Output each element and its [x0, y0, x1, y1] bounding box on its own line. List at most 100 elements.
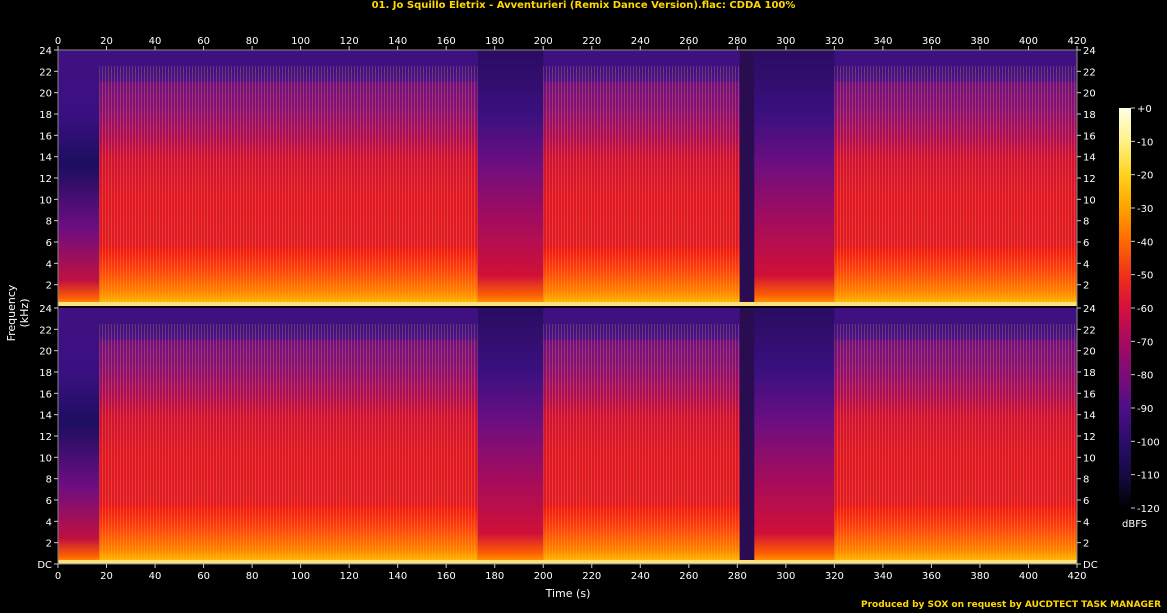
y-tick-label-left: 18	[39, 368, 52, 379]
x-tick-label-top: 400	[1019, 36, 1038, 47]
y-axis-label: Frequency (kHz)	[5, 284, 31, 342]
channel-2-spectrogram	[58, 308, 1077, 564]
y-tick-label-left: 8	[46, 217, 52, 228]
x-tick-label-bottom: 200	[534, 571, 553, 582]
spectrogram-section-6	[754, 308, 835, 564]
spectrogram-section-0	[58, 308, 100, 564]
y-tick-label-left: 2	[46, 281, 52, 292]
y-tick-label-left: 16	[39, 389, 52, 400]
y-tick-label-left: 6	[46, 496, 52, 507]
x-tick-label-top: 300	[776, 36, 795, 47]
y-tick-label-left: 14	[39, 153, 52, 164]
x-tick-label-top: 420	[1067, 36, 1086, 47]
credit-text: Produced by SOX on request by AUCDTECT T…	[861, 600, 1161, 610]
x-tick-label-bottom: 60	[197, 571, 210, 582]
y-tick-label-left: 22	[39, 325, 52, 336]
y-tick-label-left: 24	[39, 304, 52, 315]
y-tick-label-left: 6	[46, 238, 52, 249]
x-tick-label-top: 180	[485, 36, 504, 47]
x-tick-label-top: 20	[100, 36, 113, 47]
colorbar-tick-label: -100	[1137, 437, 1160, 448]
y-tick-label-right: 20	[1083, 89, 1096, 100]
x-tick-label-bottom: 400	[1019, 571, 1038, 582]
y-tick-label-left: DC	[37, 560, 52, 571]
x-tick-label-bottom: 0	[55, 571, 61, 582]
colorbar-tick-label: -80	[1137, 371, 1153, 382]
y-tick-label-right: 24	[1083, 304, 1096, 315]
y-tick-label-left: 18	[39, 110, 52, 121]
x-tick-label-bottom: 280	[728, 571, 747, 582]
colorbar-tick-label: +0	[1137, 104, 1152, 115]
dc-band	[58, 302, 1077, 306]
y-tick-label-left: 4	[46, 517, 52, 528]
spectrogram-section-6	[754, 50, 835, 306]
colorbar-tick-label: -120	[1137, 504, 1160, 515]
spectrogram-section-3	[477, 308, 544, 564]
y-tick-label-right: 12	[1083, 174, 1096, 185]
colorbar-unit-label: dBFS	[1122, 519, 1148, 530]
colorbar-tick-label: -40	[1137, 237, 1153, 248]
spectrogram-section-0	[58, 50, 100, 306]
y-tick-label-right: 14	[1083, 153, 1096, 164]
x-tick-label-top: 120	[340, 36, 359, 47]
y-tick-label-right: 22	[1083, 67, 1096, 78]
x-tick-label-top: 0	[55, 36, 61, 47]
x-tick-label-bottom: 80	[246, 571, 259, 582]
x-tick-label-bottom: 220	[582, 571, 601, 582]
transient-overlay-2	[220, 324, 478, 564]
x-tick-label-bottom: 40	[149, 571, 162, 582]
y-tick-label-right: 10	[1083, 195, 1096, 206]
y-tick-label-right: 6	[1083, 496, 1089, 507]
x-tick-label-top: 220	[582, 36, 601, 47]
y-tick-label-left: 14	[39, 411, 52, 422]
y-tick-label-right: 24	[1083, 46, 1096, 57]
y-tick-label-left: 20	[39, 347, 52, 358]
colorbar-tick-label: -90	[1137, 404, 1153, 415]
dc-band	[58, 560, 1077, 564]
x-tick-label-top: 80	[246, 36, 259, 47]
transient-overlay-7	[834, 66, 1077, 306]
x-tick-label-top: 380	[970, 36, 989, 47]
spectrogram-section-5	[739, 50, 755, 306]
y-tick-label-right: 6	[1083, 238, 1089, 249]
y-tick-label-right: 2	[1083, 539, 1089, 550]
y-tick-label-right: 4	[1083, 517, 1089, 528]
colorbar-tick-label: -110	[1137, 471, 1160, 482]
y-tick-label-left: 2	[46, 539, 52, 550]
x-tick-label-top: 260	[679, 36, 698, 47]
x-tick-label-bottom: 420	[1067, 571, 1086, 582]
y-tick-label-left: 12	[39, 432, 52, 443]
colorbar-tick-label: -20	[1137, 171, 1153, 182]
x-tick-label-top: 240	[631, 36, 650, 47]
transient-overlay-7	[834, 324, 1077, 564]
y-tick-label-right: 18	[1083, 368, 1096, 379]
y-tick-label-left: 16	[39, 131, 52, 142]
colorbar-tick-label: -50	[1137, 271, 1153, 282]
y-tick-label-right: 10	[1083, 453, 1096, 464]
y-tick-label-right: 18	[1083, 110, 1096, 121]
x-tick-label-bottom: 360	[922, 571, 941, 582]
y-tick-label-left: 10	[39, 195, 52, 206]
transient-overlay-4	[543, 66, 740, 306]
y-tick-label-right: 4	[1083, 259, 1089, 270]
transient-overlay-2	[220, 66, 478, 306]
y-tick-label-left: 20	[39, 89, 52, 100]
x-tick-label-bottom: 20	[100, 571, 113, 582]
y-tick-label-left: 4	[46, 259, 52, 270]
x-tick-label-bottom: 380	[970, 571, 989, 582]
y-tick-label-right: 16	[1083, 389, 1096, 400]
x-tick-label-bottom: 240	[631, 571, 650, 582]
y-tick-label-right: 8	[1083, 475, 1089, 486]
x-tick-label-top: 60	[197, 36, 210, 47]
colorbar-tick-label: -10	[1137, 137, 1153, 148]
x-tick-label-bottom: 100	[291, 571, 310, 582]
y-tick-label-left: 10	[39, 453, 52, 464]
y-tick-label-right: 22	[1083, 325, 1096, 336]
colorbar: +0 -10 -20 -30 -40 -50 -60 -70 -80 -90 -100 -110 -12…	[1119, 104, 1160, 515]
x-tick-label-bottom: 140	[388, 571, 407, 582]
colorbar-gradient	[1119, 108, 1131, 508]
chart-title: 01. Jo Squillo Eletrix - Avventurieri (R…	[371, 0, 796, 11]
y-tick-label-right: 14	[1083, 411, 1096, 422]
y-tick-label-right: 2	[1083, 281, 1089, 292]
